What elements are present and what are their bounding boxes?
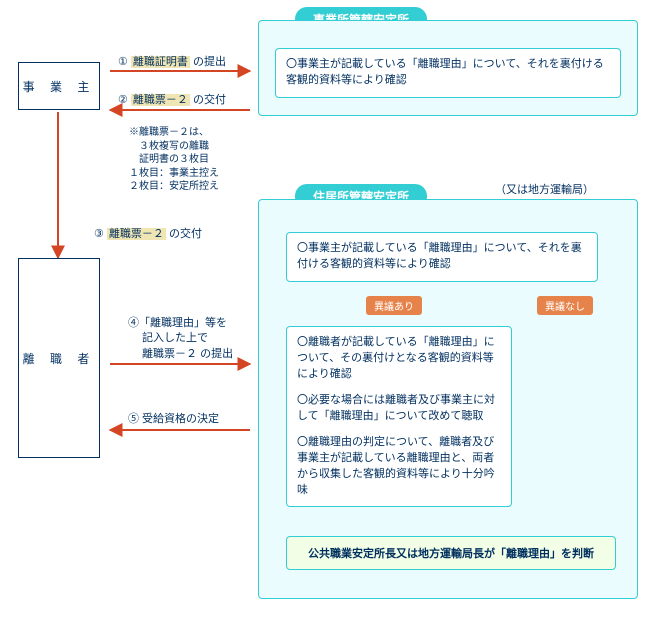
note-block: ※離職票－２は、 ３枚複写の離職 証明書の３枚目 １枚目：事業主控え ２枚目：安… xyxy=(129,126,219,194)
final-decision: 公共職業安定所長又は地方運輸局長が「離職理由」を判断 xyxy=(286,536,616,570)
tag-objection-yes: 異議あり xyxy=(366,296,422,315)
step-1: ① 離職証明書 の提出 xyxy=(118,55,226,70)
panel2-box2: 〇離職者が記載している「離職理由」について、その裏付けとなる客観的資料等により確… xyxy=(286,326,512,507)
p2b2-1: 〇離職者が記載している「離職理由」について、その裏付けとなる客観的資料等により確… xyxy=(297,335,501,383)
step-2: ② 離職票－２ の交付 xyxy=(118,93,226,108)
box-separated: 離 職 者 xyxy=(18,258,100,458)
panel1-text: 〇事業主が記載している「離職理由」について、それを裏付ける客観的資料等により確認 xyxy=(275,48,621,98)
step-5: ⑤ 受給資格の決定 xyxy=(128,412,219,427)
tag-objection-no: 異議なし xyxy=(537,296,593,315)
step-4: ④「離職理由」等を 記入した上で 離職票－２ の提出 xyxy=(128,316,233,362)
panel2-box1: 〇事業主が記載している「離職理由」について、それを裏付ける客観的資料等により確認 xyxy=(286,232,598,282)
side-note: （又は地方運輸局） xyxy=(495,183,594,198)
p2b2-2: 〇必要な場合には離職者及び事業主に対して「離職理由」について改めて聴取 xyxy=(297,393,501,425)
step-3: ③ 離職票－２ の交付 xyxy=(94,227,202,242)
box-employer: 事 業 主 xyxy=(18,62,100,110)
p2b2-3: 〇離職理由の判定について、離職者及び事業主が記載している離職理由と、両者から収集… xyxy=(297,435,501,499)
employer-label: 事 業 主 xyxy=(23,78,96,95)
separated-label: 離 職 者 xyxy=(23,350,96,367)
